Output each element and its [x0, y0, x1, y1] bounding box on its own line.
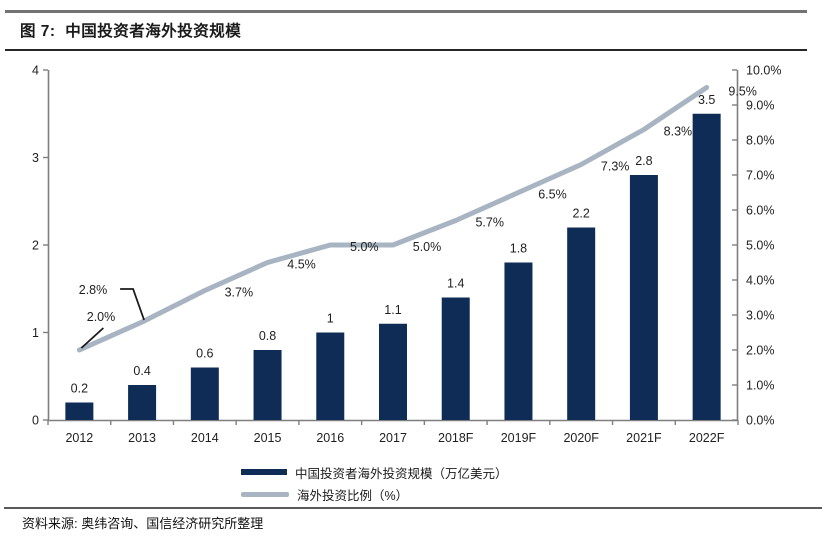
line-point-label: 2.8% [79, 283, 108, 297]
bar [253, 350, 282, 420]
bar-series-swatch [241, 469, 287, 475]
right-axis-tick-label: 6.0% [746, 204, 775, 218]
x-axis-category-label: 2012 [65, 431, 93, 445]
bar [504, 262, 533, 420]
footer-rule [4, 507, 822, 509]
x-axis-category-label: 2013 [128, 431, 156, 445]
line-point-label: 2.0% [87, 310, 116, 324]
line-point-label: 3.7% [225, 286, 254, 300]
line-point-label: 5.0% [350, 240, 379, 254]
line-point-label: 9.5% [728, 85, 757, 99]
line-point-label: 5.0% [413, 240, 442, 254]
legend-item-bar-series: 中国投资者海外投资规模（万亿美元） [241, 461, 508, 483]
x-axis-category-label: 2016 [316, 431, 344, 445]
bar [316, 332, 345, 420]
x-axis-category-label: 2015 [254, 431, 282, 445]
callout-line-2012 [80, 327, 104, 349]
x-axis-category-label: 2014 [191, 431, 219, 445]
bar [190, 367, 219, 420]
bar-value-label: 1.8 [510, 242, 527, 256]
right-axis-tick-label: 4.0% [746, 274, 775, 288]
bar-value-label: 3.5 [698, 93, 715, 107]
x-axis-category-label: 2021F [626, 431, 662, 445]
callout-line-2013 [120, 288, 145, 321]
line-point-label: 4.5% [287, 258, 316, 272]
x-axis-category-label: 2020F [563, 431, 599, 445]
line-point-label: 8.3% [664, 125, 693, 139]
bar [692, 113, 721, 420]
bar-series-label: 中国投资者海外投资规模（万亿美元） [295, 466, 508, 481]
bar [128, 385, 157, 420]
right-axis-tick-label: 0.0% [746, 414, 775, 428]
line-point-label: 5.7% [475, 216, 504, 230]
right-axis-tick-label: 5.0% [746, 239, 775, 253]
bar-value-label: 1.4 [447, 277, 464, 291]
bar [629, 175, 658, 420]
chart-legend: 中国投资者海外投资规模（万亿美元） 海外投资比例（%） [241, 461, 508, 505]
bar-value-label: 2.2 [572, 207, 589, 221]
legend-item-line-series: 海外投资比例（%） [241, 483, 508, 505]
left-axis-tick-label: 3 [32, 151, 39, 165]
left-axis-tick-label: 0 [32, 414, 39, 428]
bar-value-label: 1.1 [384, 303, 401, 317]
line-series-swatch [241, 491, 289, 497]
right-axis-tick-label: 9.0% [746, 99, 775, 113]
x-axis-category-label: 2017 [379, 431, 407, 445]
x-axis-category-label: 2018F [438, 431, 474, 445]
bar [379, 323, 407, 420]
x-axis-category-label: 2019F [501, 431, 537, 445]
right-axis-tick-label: 7.0% [746, 169, 775, 183]
right-axis-tick-label: 10.0% [746, 64, 781, 78]
right-axis-tick-label: 3.0% [746, 309, 775, 323]
left-axis-tick-label: 1 [32, 326, 39, 340]
top-rule [5, 10, 807, 13]
line-point-label: 6.5% [538, 188, 567, 202]
right-axis-tick-label: 2.0% [746, 344, 775, 358]
bar-value-label: 0.2 [71, 382, 88, 396]
bar-value-label: 0.4 [133, 364, 150, 378]
right-axis-tick-label: 1.0% [746, 379, 775, 393]
x-axis-category-label: 2022F [689, 431, 725, 445]
bar [567, 227, 596, 420]
left-axis-tick-label: 2 [32, 239, 39, 253]
line-point-label: 7.3% [601, 160, 630, 174]
left-axis-tick-label: 4 [32, 64, 39, 78]
bar-value-label: 0.8 [259, 329, 276, 343]
title-underline [5, 49, 807, 51]
bar-value-label: 2.8 [635, 154, 652, 168]
line-series-label: 海外投资比例（%） [297, 488, 409, 503]
source-note: 资料来源: 奥纬咨询、国信经济研究所整理 [22, 516, 264, 531]
line-series [76, 85, 710, 353]
figure-title: 图 7: 中国投资者海外投资规模 [20, 23, 242, 40]
bar [65, 402, 94, 420]
chart-canvas: 0 1 2 3 4 0.0% 1.0% 2.0% 3.0% 4.0% 5.0% 6.0% 7.0% 8.0… [32, 64, 781, 446]
bar [441, 297, 470, 420]
bar-value-label: 1 [327, 312, 334, 326]
right-axis-tick-label: 8.0% [746, 134, 775, 148]
bar-value-label: 0.6 [196, 347, 213, 361]
